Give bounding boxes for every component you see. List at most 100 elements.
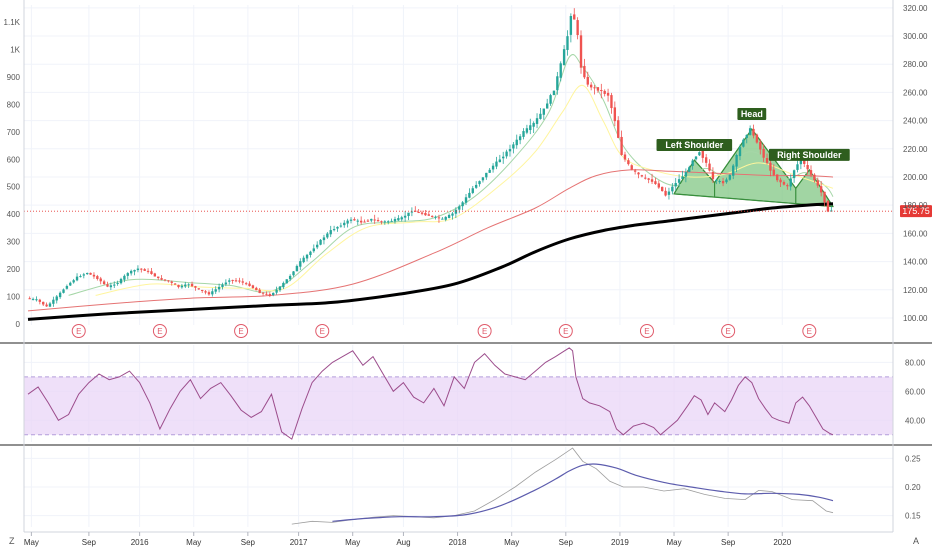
candle-up — [305, 254, 309, 259]
candle-up — [387, 221, 390, 223]
candle-up — [221, 284, 224, 288]
event-marker-label: E — [320, 327, 325, 336]
candle-down — [782, 182, 786, 185]
candle-down — [28, 298, 31, 300]
candle-down — [640, 175, 644, 177]
candle-down — [617, 120, 620, 138]
candle-up — [285, 279, 288, 284]
candlesticks[interactable] — [28, 8, 833, 308]
axes: 0 100 200 300 400 500 600 700 800 900 1K 1.1K 100.00… — [4, 0, 928, 547]
candle-down — [359, 220, 363, 223]
corner-left-label[interactable]: Z — [9, 536, 15, 546]
right-axis-tick: 160.00 — [903, 229, 928, 238]
candle-up — [278, 286, 282, 291]
candle-up — [302, 257, 305, 263]
time-axis-tick: 2016 — [131, 538, 149, 547]
corner-right-label[interactable]: A — [913, 536, 919, 546]
candle-up — [31, 298, 35, 300]
ma-200-line — [27, 202, 834, 321]
last-price-label: 175.75 — [902, 206, 930, 216]
candle-up — [275, 289, 278, 293]
candle-down — [251, 285, 255, 289]
candle-down — [99, 278, 102, 282]
right-axis-tick: 220.00 — [903, 145, 928, 154]
candle-up — [79, 276, 82, 278]
candle-up — [129, 270, 133, 274]
candle-down — [373, 219, 376, 221]
candle-up — [187, 284, 190, 286]
last-price-line: 175.75 — [24, 205, 932, 218]
panel-separators[interactable] — [0, 342, 932, 446]
candle-up — [356, 220, 359, 222]
candle-up — [224, 282, 228, 285]
candle-up — [684, 172, 688, 177]
candle-down — [427, 214, 430, 216]
rsi-panel[interactable] — [27, 347, 834, 440]
left-axis-tick: 900 — [7, 73, 21, 82]
candle-up — [562, 49, 566, 66]
candle-up — [792, 170, 796, 179]
candle-up — [559, 63, 562, 78]
candle-down — [819, 186, 823, 193]
candle-down — [92, 274, 96, 277]
candle-up — [62, 289, 65, 293]
candle-up — [370, 218, 373, 221]
candle-up — [674, 183, 677, 187]
left-axis-tick: 500 — [7, 183, 21, 192]
event-marker — [71, 324, 86, 338]
right-axis-tick: 300.00 — [903, 32, 928, 41]
candle-down — [779, 179, 782, 183]
left-axis-tick: 1K — [10, 45, 20, 54]
candle-down — [248, 283, 251, 287]
candle-up — [681, 176, 684, 179]
candle-down — [721, 181, 725, 184]
candle-down — [650, 179, 654, 182]
event-marker — [802, 324, 817, 338]
candle-down — [163, 279, 167, 281]
candle-up — [116, 282, 119, 284]
candle-up — [471, 188, 474, 193]
candle-up — [319, 239, 322, 245]
candle-down — [823, 191, 826, 203]
candle-down — [431, 215, 434, 217]
candle-down — [380, 221, 383, 223]
rsi-axis-tick: 40.00 — [905, 416, 926, 425]
candle-up — [400, 217, 403, 220]
time-axis-tick: 2019 — [611, 538, 629, 547]
candle-down — [776, 174, 779, 181]
vol-smoothed-line — [332, 463, 834, 522]
event-marker-label: E — [482, 327, 487, 336]
candle-down — [606, 92, 610, 96]
candle-down — [363, 221, 366, 223]
candle-up — [123, 275, 126, 280]
candle-up — [75, 276, 79, 281]
candle-up — [332, 229, 336, 231]
candle-up — [403, 215, 407, 218]
candle-up — [677, 179, 681, 183]
candle-up — [688, 167, 691, 172]
candle-up — [485, 172, 488, 178]
vol-axis-tick: 0.15 — [905, 512, 921, 521]
candle-down — [190, 283, 194, 287]
right-axis-tick: 120.00 — [903, 286, 928, 295]
right-axis-tick: 100.00 — [903, 314, 928, 323]
left-axis-tick: 1.1K — [4, 18, 21, 27]
candle-down — [207, 292, 211, 295]
candle-down — [589, 84, 593, 88]
candle-up — [312, 248, 315, 252]
event-marker-label: E — [238, 327, 243, 336]
volatility-panel[interactable] — [291, 447, 834, 525]
time-axis-tick: May — [345, 538, 360, 547]
candle-up — [532, 122, 535, 127]
candle-up — [282, 282, 285, 288]
candle-down — [89, 272, 92, 275]
candle-up — [732, 165, 735, 176]
right-axis-tick: 260.00 — [903, 88, 928, 97]
event-marker — [315, 324, 330, 338]
left-axis-tick: 400 — [7, 210, 21, 219]
candle-up — [529, 125, 532, 131]
candle-up — [491, 165, 495, 170]
candle-up — [522, 131, 525, 137]
